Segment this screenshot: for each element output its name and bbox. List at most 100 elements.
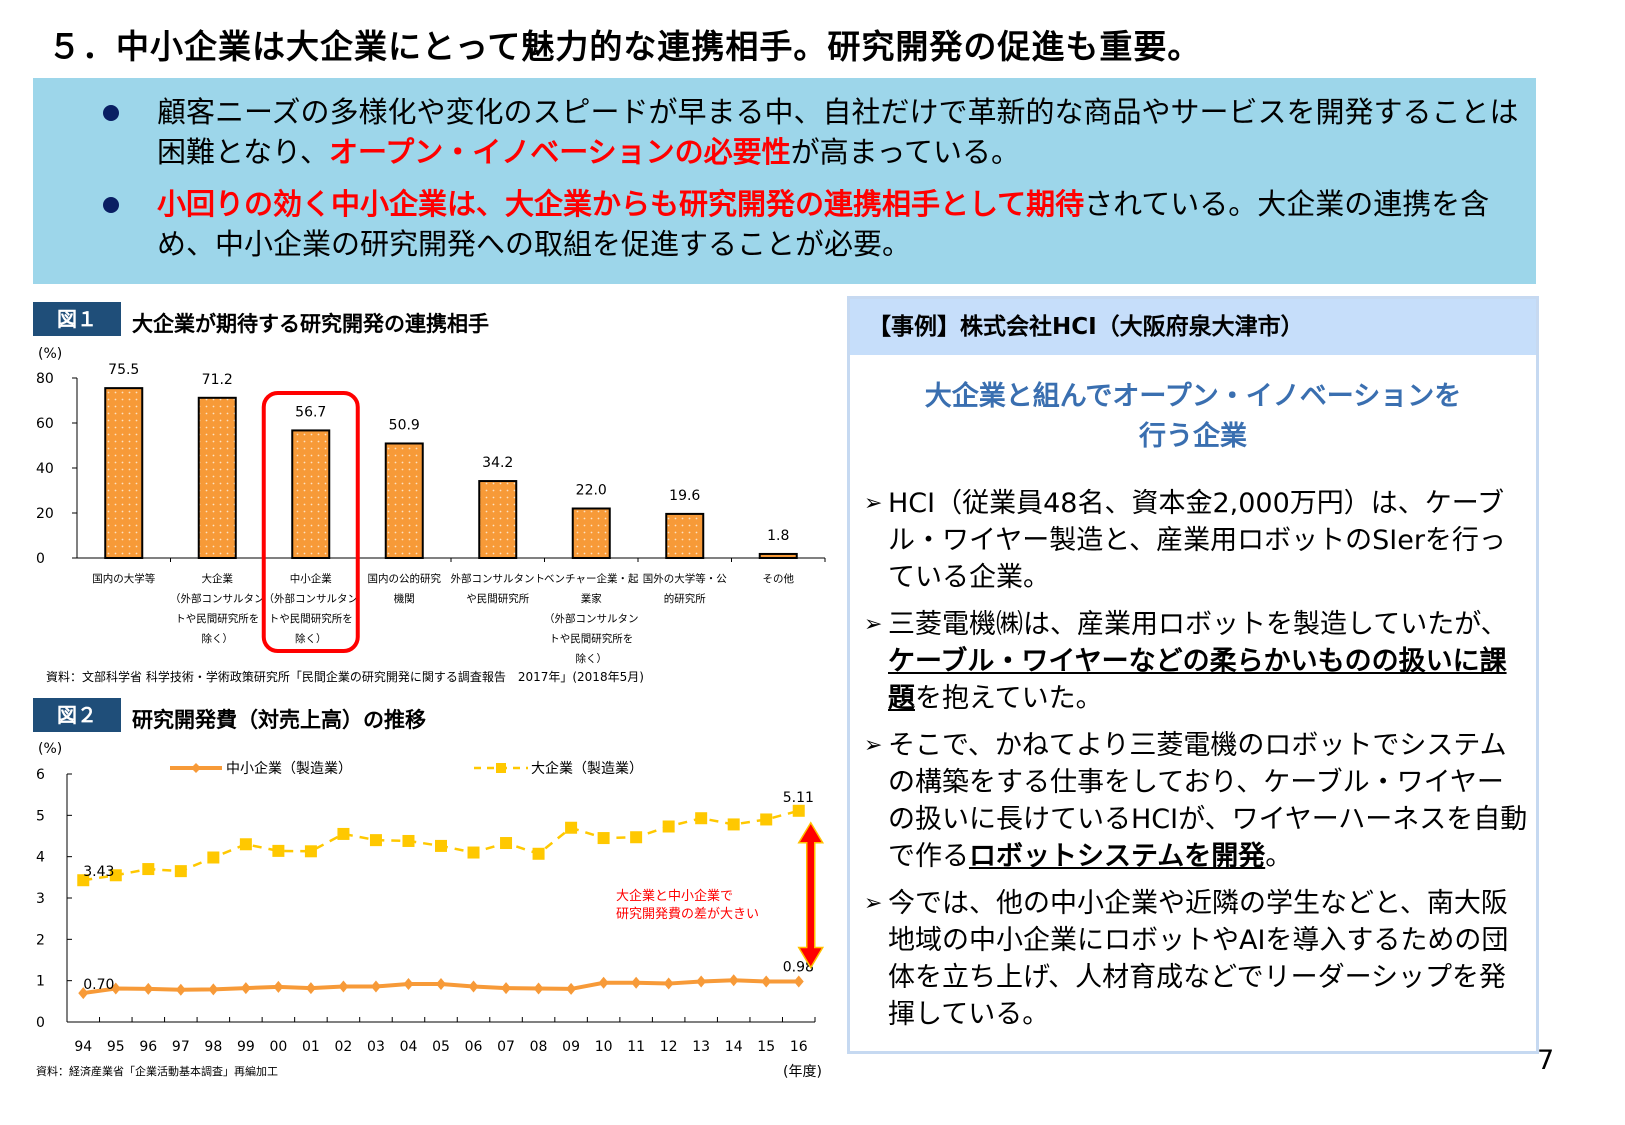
svg-text:ベンチャー企業・起: ベンチャー企業・起 xyxy=(544,572,639,585)
bullet-dot-icon xyxy=(103,197,119,213)
svg-text:6: 6 xyxy=(36,767,45,783)
svg-text:03: 03 xyxy=(367,1039,385,1055)
svg-text:01: 01 xyxy=(302,1039,320,1055)
case-item-3: ➢ そこで、かねてより三菱電機のロボットでシステムの構築をする仕事をしており、ケー… xyxy=(864,727,1528,875)
svg-text:07: 07 xyxy=(497,1039,515,1055)
svg-text:20: 20 xyxy=(36,506,54,522)
figure1-bar-chart: (%)02040608075.5国内の大学等71.2大企業（外部コンサルタントや… xyxy=(36,346,826,665)
summary-bullet-2: 小回りの効く中小企業は、大企業からも研究開発の連携相手として期待されている。大企… xyxy=(103,184,1523,264)
svg-text:国外の大学等・公: 国外の大学等・公 xyxy=(643,572,727,585)
svg-text:19.6: 19.6 xyxy=(669,488,700,504)
svg-text:0: 0 xyxy=(36,551,45,567)
svg-text:(%): (%) xyxy=(38,346,62,362)
svg-text:除く）: 除く） xyxy=(576,652,608,665)
svg-text:60: 60 xyxy=(36,416,54,432)
underlined-emphasis: ロボットシステムを開発 xyxy=(969,841,1266,872)
svg-text:3.43: 3.43 xyxy=(83,864,114,880)
case-study-subtitle: 大企業と組んでオープン・イノベーションを 行う企業 xyxy=(924,381,1462,452)
svg-text:05: 05 xyxy=(432,1039,450,1055)
svg-text:80: 80 xyxy=(36,371,54,387)
svg-text:94: 94 xyxy=(74,1039,92,1055)
svg-text:56.7: 56.7 xyxy=(295,404,326,420)
svg-text:5: 5 xyxy=(36,808,45,824)
svg-text:（外部コンサルタン: （外部コンサルタン xyxy=(264,592,359,605)
svg-text:96: 96 xyxy=(139,1039,157,1055)
emphasis-text: 小回りの効く中小企業は、大企業からも研究開発の連携相手として期待 xyxy=(157,187,1085,221)
svg-text:除く）: 除く） xyxy=(295,632,327,645)
svg-text:97: 97 xyxy=(172,1039,190,1055)
svg-text:50.9: 50.9 xyxy=(389,417,420,433)
summary-bullet-1: 顧客ニーズの多様化や変化のスピードが早まる中、自社だけで革新的な商品やサービスを… xyxy=(103,92,1523,172)
svg-text:トや民間研究所を: トや民間研究所を xyxy=(269,612,353,625)
svg-text:国内の公的研究: 国内の公的研究 xyxy=(368,572,442,585)
svg-text:外部コンサルタント: 外部コンサルタント xyxy=(451,572,546,585)
svg-text:（外部コンサルタン: （外部コンサルタン xyxy=(170,592,265,605)
svg-text:トや民間研究所を: トや民間研究所を xyxy=(549,632,633,645)
svg-text:や民間研究所: や民間研究所 xyxy=(466,592,529,605)
svg-text:08: 08 xyxy=(530,1039,548,1055)
svg-text:大企業: 大企業 xyxy=(202,572,234,585)
svg-text:国内の大学等: 国内の大学等 xyxy=(92,572,155,585)
figure2-source: 資料：経済産業省「企業活動基本調査」再編加工 xyxy=(36,1065,278,1078)
svg-text:22.0: 22.0 xyxy=(576,483,607,499)
case-item-4: ➢ 今では、他の中小企業や近隣の学生などと、南大阪地域の中小企業にロボットやAIを… xyxy=(864,885,1528,1033)
svg-text:71.2: 71.2 xyxy=(202,372,233,388)
figure1-tag: 図１ xyxy=(33,302,121,336)
emphasis-text: オープン・イノベーションの必要性 xyxy=(328,135,791,169)
figure2-tag: 図２ xyxy=(33,698,121,732)
svg-text:10: 10 xyxy=(595,1039,613,1055)
case-study-header: 【事例】株式会社HCI（大阪府泉大津市） xyxy=(850,299,1536,355)
figure1-title: 大企業が期待する研究開発の連携相手 xyxy=(132,312,489,336)
summary-box: 顧客ニーズの多様化や変化のスピードが早まる中、自社だけで革新的な商品やサービスを… xyxy=(33,78,1536,284)
svg-text:00: 00 xyxy=(269,1039,287,1055)
arrow-bullet-icon: ➢ xyxy=(864,491,883,516)
page-title: ５．中小企業は大企業にとって魅力的な連携相手。研究開発の促進も重要。 xyxy=(48,27,1202,66)
svg-text:40: 40 xyxy=(36,461,54,477)
svg-text:2: 2 xyxy=(36,932,45,948)
svg-text:機関: 機関 xyxy=(394,592,415,605)
svg-text:0.70: 0.70 xyxy=(83,977,114,993)
svg-text:16: 16 xyxy=(790,1039,808,1055)
svg-text:15: 15 xyxy=(757,1039,775,1055)
svg-text:1.8: 1.8 xyxy=(767,528,789,544)
svg-text:13: 13 xyxy=(692,1039,710,1055)
underlined-emphasis: ケーブル・ワイヤーなどの柔らかいものの扱いに課題 xyxy=(888,646,1507,714)
svg-text:4: 4 xyxy=(36,850,45,866)
svg-text:09: 09 xyxy=(562,1039,580,1055)
svg-text:(%): (%) xyxy=(38,741,62,757)
case-study-panel: 【事例】株式会社HCI（大阪府泉大津市） 大企業と組んでオープン・イノベーション… xyxy=(847,296,1539,1054)
page-number: 7 xyxy=(1537,1045,1555,1076)
svg-text:大企業（製造業）: 大企業（製造業） xyxy=(531,760,643,777)
svg-text:3: 3 xyxy=(36,891,45,907)
svg-text:95: 95 xyxy=(107,1039,125,1055)
svg-text:14: 14 xyxy=(725,1039,743,1055)
figure1-source: 資料：文部科学省 科学技術・学術政策研究所「民間企業の研究開発に関する調査報告 … xyxy=(46,670,644,684)
arrow-bullet-icon: ➢ xyxy=(864,733,883,758)
svg-text:中小企業: 中小企業 xyxy=(290,572,332,585)
svg-text:その他: その他 xyxy=(763,572,795,585)
figure2-title: 研究開発費（対売上高）の推移 xyxy=(132,708,426,732)
svg-text:5.11: 5.11 xyxy=(783,790,814,806)
svg-text:99: 99 xyxy=(237,1039,255,1055)
case-item-2: ➢ 三菱電機㈱は、産業用ロボットを製造していたが、ケーブル・ワイヤーなどの柔らかい… xyxy=(864,606,1528,717)
svg-text:研究開発費の差が大きい: 研究開発費の差が大きい xyxy=(616,907,759,922)
svg-text:34.2: 34.2 xyxy=(482,455,513,471)
svg-text:06: 06 xyxy=(465,1039,483,1055)
svg-text:大企業と中小企業で: 大企業と中小企業で xyxy=(616,888,733,904)
svg-text:75.5: 75.5 xyxy=(108,362,139,378)
svg-text:業家: 業家 xyxy=(581,592,602,605)
svg-text:02: 02 xyxy=(335,1039,353,1055)
svg-text:0.98: 0.98 xyxy=(783,959,814,975)
arrow-bullet-icon: ➢ xyxy=(864,891,883,916)
svg-text:除く）: 除く） xyxy=(202,632,234,645)
case-item-1: ➢ HCI（従業員48名、資本金2,000万円）は、ケーブル・ワイヤー製造と、産業… xyxy=(864,485,1528,596)
svg-text:（外部コンサルタン: （外部コンサルタン xyxy=(544,612,639,625)
svg-text:0: 0 xyxy=(36,1015,45,1031)
svg-text:04: 04 xyxy=(400,1039,418,1055)
svg-text:(年度): (年度) xyxy=(783,1064,822,1080)
svg-text:1: 1 xyxy=(36,974,45,990)
bullet-dot-icon xyxy=(103,105,119,121)
svg-text:11: 11 xyxy=(627,1039,645,1055)
svg-text:12: 12 xyxy=(660,1039,678,1055)
